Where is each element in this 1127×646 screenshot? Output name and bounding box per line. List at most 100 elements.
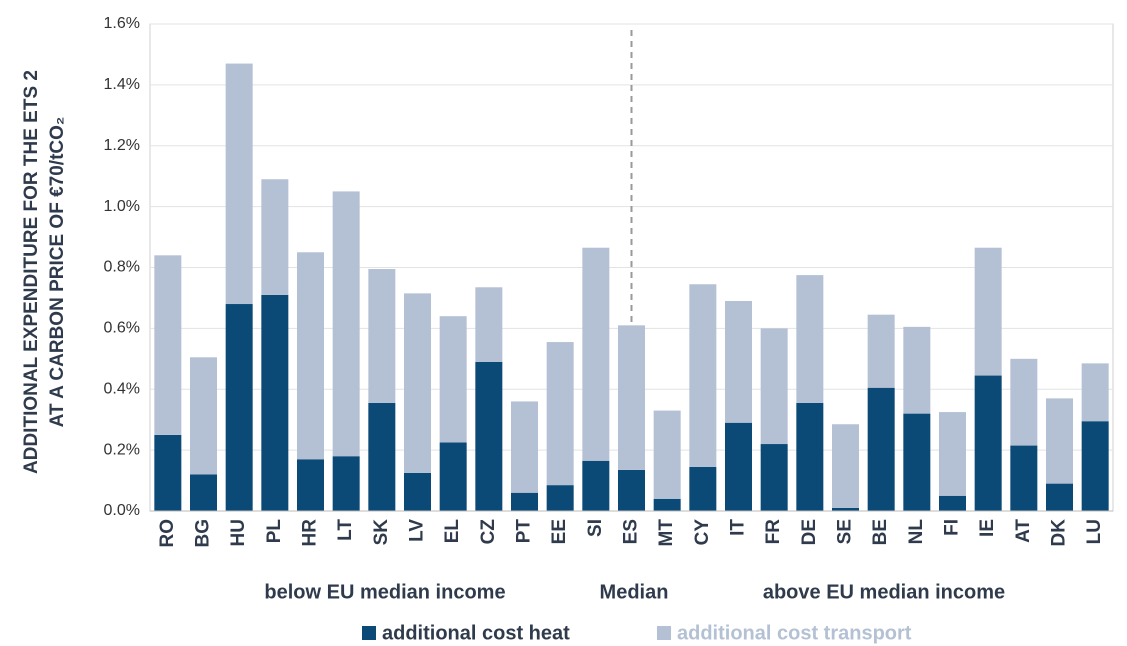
y-tick-label: 0.2%: [104, 441, 140, 458]
bar-segment: [546, 342, 574, 486]
bar-segment: [903, 413, 931, 511]
x-tick-label: BG: [193, 519, 214, 548]
bar-segment: [225, 304, 253, 511]
bar-segment: [725, 300, 752, 423]
x-tick-label: FI: [942, 519, 963, 536]
x-tick-label: MT: [656, 519, 677, 547]
x-tick-label: SI: [585, 519, 606, 537]
y-axis-label: AT A CARBON PRICE OF €70/tCO₂: [47, 117, 68, 428]
bar-segment: [689, 466, 717, 511]
bar-segment: [154, 434, 182, 511]
bar-segment: [475, 287, 503, 362]
y-tick-label: 1.0%: [104, 198, 140, 215]
legend-swatch: [657, 626, 671, 640]
bar-segment: [725, 422, 752, 511]
bar-segment: [582, 247, 610, 461]
bar-segment: [582, 460, 610, 511]
bar-segment: [190, 357, 217, 475]
x-tick-label: IT: [728, 519, 749, 536]
bar-segment: [546, 485, 574, 511]
bar-segment: [832, 507, 859, 511]
bar-segment: [225, 63, 253, 305]
bar-segment: [511, 492, 538, 511]
x-tick-label: PT: [514, 519, 535, 544]
legend-label: additional cost transport: [677, 622, 912, 644]
group-label: Median: [600, 581, 669, 603]
y-tick-label: 1.4%: [104, 76, 140, 93]
y-tick-label: 0.6%: [104, 320, 140, 337]
bar-segment: [760, 444, 788, 511]
bar-segment: [903, 326, 931, 414]
bar-segment: [154, 255, 182, 435]
x-tick-label: LT: [335, 519, 356, 541]
y-tick-label: 0.8%: [104, 259, 140, 276]
y-tick-label: 1.6%: [104, 15, 140, 32]
legend-swatch: [362, 626, 376, 640]
bar-segment: [867, 387, 895, 511]
group-label: below EU median income: [264, 581, 505, 603]
x-tick-label: AT: [1013, 519, 1034, 543]
x-tick-label: CZ: [478, 519, 499, 545]
x-tick-label: SE: [835, 519, 856, 544]
x-tick-label: BE: [870, 519, 891, 545]
x-tick-label: DK: [1049, 519, 1070, 547]
x-tick-label: CY: [692, 519, 713, 546]
bar-segment: [439, 316, 467, 443]
bar-segment: [261, 294, 289, 511]
bar-segment: [653, 498, 681, 511]
bar-segment: [297, 459, 324, 511]
bar-segment: [974, 375, 1002, 511]
bar-segment: [1010, 445, 1038, 511]
bar-segment: [404, 293, 431, 473]
legend-label: additional cost heat: [382, 622, 570, 644]
bar-segment: [368, 269, 396, 403]
bar-segment: [332, 456, 360, 511]
bar-segment: [1046, 483, 1073, 511]
bar-segment: [653, 410, 681, 499]
bar-segment: [618, 325, 645, 470]
bar-segment: [261, 179, 289, 295]
x-tick-label: HU: [228, 519, 249, 546]
bar-segment: [618, 469, 645, 511]
bar-segment: [939, 495, 966, 511]
bar-segment: [439, 442, 467, 511]
bar-segment: [939, 412, 966, 496]
x-tick-label: FR: [763, 519, 784, 545]
bar-segment: [1081, 421, 1109, 511]
bar-segment: [689, 284, 717, 467]
x-tick-label: EE: [549, 519, 570, 544]
bar-segment: [1010, 358, 1038, 446]
x-tick-label: NL: [906, 519, 927, 545]
bar-segment: [368, 402, 396, 511]
x-tick-label: IE: [977, 519, 998, 537]
y-tick-label: 0.0%: [104, 502, 140, 519]
y-tick-label: 1.2%: [104, 137, 140, 154]
x-tick-label: HR: [300, 519, 321, 547]
y-axis-label: ADDITIONAL EXPENDITURE FOR THE ETS 2: [21, 70, 42, 474]
bar-segment: [404, 472, 431, 511]
bar-segment: [190, 474, 217, 511]
x-tick-label: EL: [442, 519, 463, 544]
bar-segment: [1046, 398, 1073, 484]
bar-segment: [832, 424, 859, 508]
x-tick-label: LU: [1084, 519, 1105, 544]
bar-segment: [475, 361, 503, 511]
y-tick-label: 0.4%: [104, 380, 140, 397]
group-label: above EU median income: [763, 581, 1005, 603]
x-tick-label: DE: [799, 519, 820, 545]
bar-segment: [1081, 363, 1109, 422]
x-tick-label: LV: [407, 519, 428, 542]
bar-segment: [760, 328, 788, 445]
bar-segment: [974, 247, 1002, 376]
bar-segment: [867, 314, 895, 388]
bar-segment: [511, 401, 538, 493]
x-tick-label: SK: [371, 519, 392, 546]
x-tick-label: PL: [264, 519, 285, 544]
bar-segment: [297, 252, 324, 460]
bar-segment: [796, 275, 824, 403]
x-tick-label: ES: [621, 519, 642, 544]
bar-segment: [332, 191, 360, 457]
bar-segment: [796, 402, 824, 511]
x-tick-label: RO: [157, 519, 178, 548]
